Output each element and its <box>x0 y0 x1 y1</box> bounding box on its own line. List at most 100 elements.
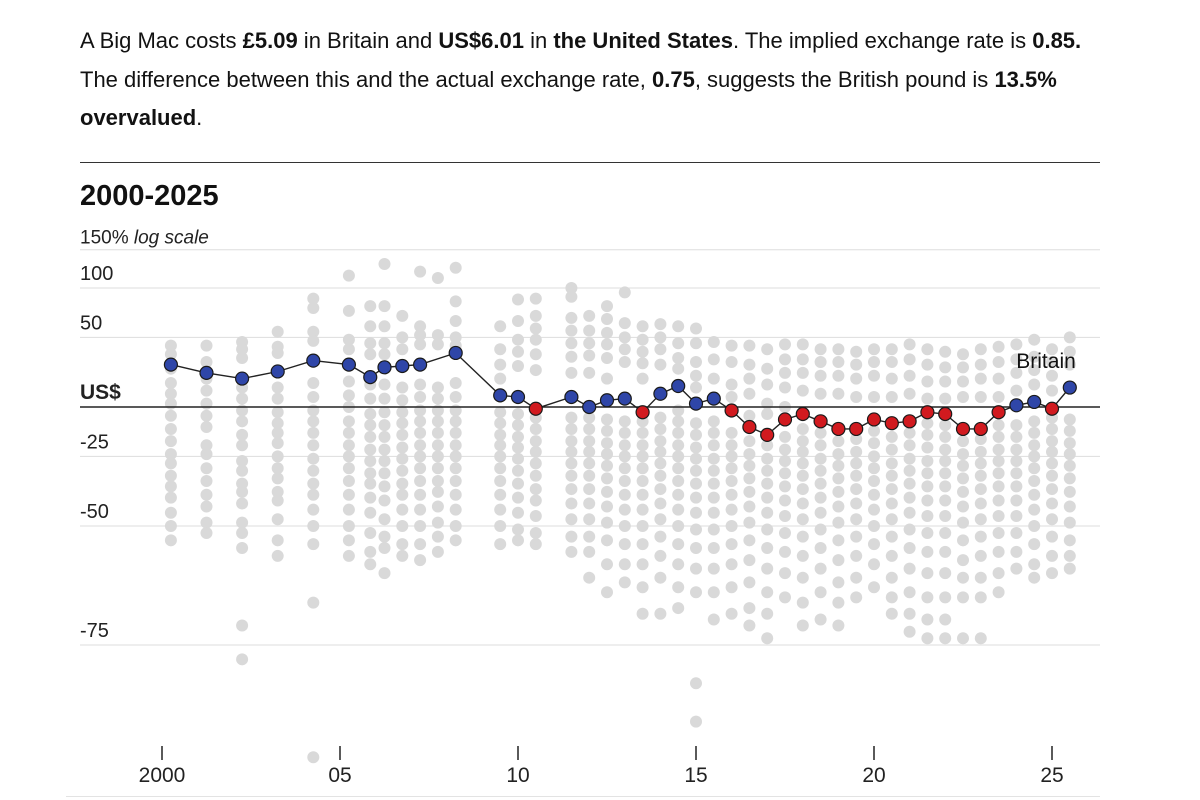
other-country-dot <box>494 358 507 371</box>
other-country-dot <box>814 452 827 465</box>
y-tick-label: -75 <box>80 620 109 642</box>
other-country-dot <box>636 345 649 358</box>
other-country-dot <box>271 417 284 430</box>
other-country-dot <box>378 348 391 361</box>
other-country-dot <box>832 619 845 632</box>
other-country-dot <box>761 362 774 375</box>
other-country-dot <box>449 462 462 475</box>
other-country-dot <box>832 472 845 485</box>
chart-title: 2000-2025 <box>80 180 219 212</box>
intro-part: . The implied exchange rate is <box>733 28 1033 53</box>
britain-point-overvalued <box>395 358 410 374</box>
other-country-dot <box>779 455 791 468</box>
britain-point-undervalued <box>760 427 775 443</box>
other-country-dot <box>396 441 409 454</box>
other-country-dot <box>672 503 685 516</box>
other-country-dot <box>654 358 667 371</box>
other-country-dot <box>743 448 756 461</box>
other-country-dot <box>512 506 524 519</box>
other-country-dot <box>618 520 631 532</box>
other-country-dot <box>885 390 898 403</box>
other-country-dot <box>1063 424 1076 437</box>
other-country-dot <box>654 571 667 584</box>
other-country-dot <box>271 472 284 485</box>
other-country-dot <box>868 437 880 450</box>
other-country-dot <box>449 426 462 439</box>
other-country-dot <box>796 596 809 609</box>
other-country-dot <box>957 375 969 388</box>
other-country-dot <box>494 428 507 441</box>
other-country-dot <box>690 355 702 368</box>
other-country-dot <box>200 421 213 434</box>
other-country-dot <box>1046 530 1058 543</box>
other-country-dot <box>743 534 756 547</box>
other-country-dot <box>164 448 177 461</box>
other-country-dot <box>431 500 444 513</box>
other-country-dot <box>868 462 880 475</box>
other-country-dot <box>618 474 631 487</box>
other-country-dot <box>236 527 249 540</box>
other-country-dot <box>414 320 427 333</box>
other-country-dot <box>796 619 809 632</box>
other-country-dot <box>512 430 524 443</box>
other-country-dot <box>565 422 578 435</box>
other-country-dot <box>636 474 649 487</box>
other-country-dot <box>992 419 1005 432</box>
britain-point-overvalued <box>199 365 214 380</box>
other-country-dot <box>414 329 427 342</box>
other-country-dot <box>1028 439 1041 452</box>
other-country-dot <box>618 503 631 516</box>
other-country-dot <box>271 392 284 405</box>
intro-part: A Big Mac costs <box>80 28 243 53</box>
other-country-dot <box>1046 457 1058 470</box>
other-country-dot <box>1046 513 1058 526</box>
other-country-dot <box>565 337 578 350</box>
other-country-dot <box>342 549 355 562</box>
other-country-dot <box>921 632 934 645</box>
other-country-dot <box>378 378 391 391</box>
other-country-dot <box>512 359 524 372</box>
other-country-dot <box>957 361 969 374</box>
other-country-dot <box>690 337 702 350</box>
other-country-dot <box>342 462 355 475</box>
other-country-dot <box>868 355 880 368</box>
other-country-dot <box>636 462 649 475</box>
other-country-dot <box>378 406 391 419</box>
other-country-dot <box>431 530 444 543</box>
other-country-dot <box>396 331 409 344</box>
other-country-dot <box>529 494 542 507</box>
other-country-dot <box>885 497 898 510</box>
other-country-dot <box>939 375 952 388</box>
bottom-border <box>66 796 1100 797</box>
other-country-dot <box>601 312 613 325</box>
other-country-dot <box>449 390 462 403</box>
other-country-dot <box>1063 534 1076 547</box>
section-divider <box>80 162 1100 163</box>
other-country-dot <box>707 464 720 477</box>
other-country-dot <box>307 520 320 532</box>
other-country-dot <box>1028 571 1041 584</box>
other-country-dot <box>796 513 809 526</box>
other-country-dot <box>796 483 809 496</box>
other-country-dot <box>957 472 969 485</box>
britain-point-overvalued <box>448 345 463 361</box>
other-country-dot <box>939 509 952 522</box>
other-country-dot <box>885 469 898 482</box>
other-country-dot <box>974 513 987 526</box>
other-country-dot <box>868 503 880 516</box>
other-country-dot <box>796 422 809 435</box>
other-country-dot <box>885 443 898 456</box>
other-country-dot <box>307 538 320 551</box>
other-country-dot <box>868 488 880 501</box>
other-country-dot <box>583 366 596 379</box>
other-country-dot <box>974 483 987 496</box>
other-country-dot <box>396 452 409 465</box>
other-country-dot <box>743 500 756 513</box>
other-country-dot <box>583 337 596 350</box>
other-country-dot <box>868 369 880 382</box>
other-country-dot <box>601 558 613 571</box>
other-country-dot <box>449 261 462 274</box>
y-top-value: 150% <box>80 228 134 249</box>
other-country-dot <box>601 586 613 599</box>
other-country-dot <box>307 464 320 477</box>
